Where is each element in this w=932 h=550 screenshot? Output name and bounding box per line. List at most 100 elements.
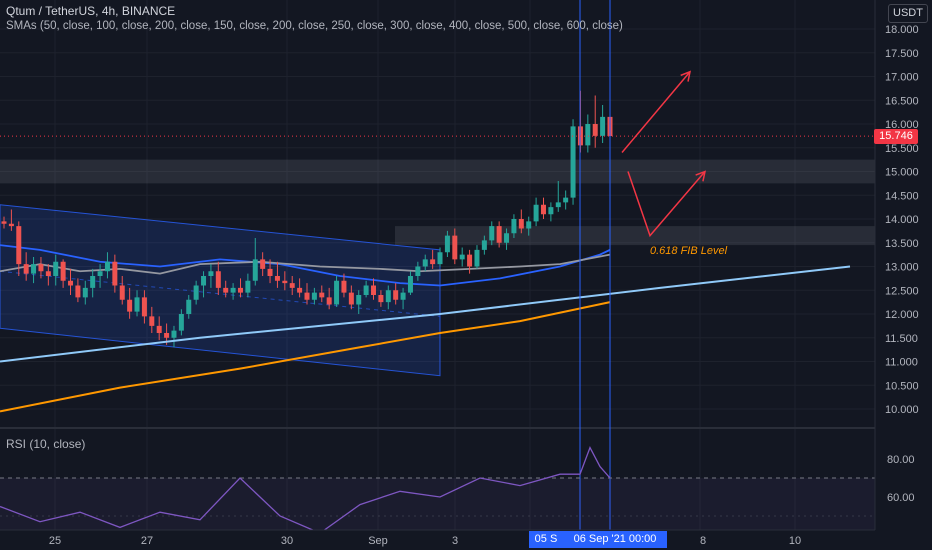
price-tick-label: 10.500	[885, 380, 919, 392]
price-tick-label: 12.000	[885, 309, 919, 321]
candle-body	[533, 204, 539, 222]
candle-body	[511, 219, 517, 234]
rsi-line	[0, 446, 611, 534]
price-tick-label: 16.500	[885, 95, 919, 107]
zone-rect	[395, 226, 875, 246]
price-tick-label: 11.500	[885, 333, 918, 345]
candle-body	[474, 249, 480, 267]
sma-legend: SMAs (50, close, 100, close, 200, close,…	[6, 20, 623, 32]
last-price-badge: 15.746	[874, 129, 918, 144]
candle-body	[341, 280, 347, 293]
date-badge-right: 06 Sep '21 00:00	[563, 531, 667, 548]
candle-body	[164, 333, 170, 338]
candle-body	[223, 287, 229, 293]
arrow-head	[680, 70, 692, 82]
candle-body	[304, 292, 310, 300]
candle-body	[8, 223, 14, 227]
candle-body	[193, 285, 199, 300]
candle-body	[334, 280, 340, 305]
rsi-tick-label: 80.00	[887, 454, 915, 466]
price-tick-label: 18.000	[885, 24, 919, 36]
candle-body	[186, 299, 192, 314]
candle-body	[112, 261, 118, 286]
candle-body	[1, 221, 7, 224]
candle-body	[518, 219, 524, 229]
candle-body	[592, 124, 598, 136]
price-tick-label: 15.000	[885, 167, 919, 179]
sma-blue-line	[0, 244, 611, 287]
price-tick-label: 13.500	[885, 238, 919, 250]
candle-body	[311, 292, 317, 300]
candle-body	[489, 226, 495, 241]
candle-body	[504, 233, 510, 243]
candle-body	[237, 287, 243, 293]
candle-body	[600, 116, 606, 136]
candle-body	[75, 285, 81, 298]
projection-arrow	[627, 171, 706, 238]
candle-body	[319, 292, 325, 298]
candle-body	[68, 280, 74, 286]
sma-orange-line	[0, 301, 611, 413]
candle-body	[481, 240, 487, 250]
candle-body	[585, 124, 591, 146]
zone-rect	[0, 159, 875, 184]
candle-body	[97, 271, 103, 276]
time-tick-label: Sep	[368, 535, 388, 547]
price-tick-label: 14.000	[885, 214, 919, 226]
price-tick-label: 16.000	[885, 119, 919, 131]
candle-body	[356, 295, 362, 305]
sma-lines	[0, 244, 611, 413]
candle-body	[134, 297, 140, 312]
candle-body	[127, 299, 133, 312]
candle-body	[548, 207, 554, 215]
candle-body	[348, 292, 354, 305]
price-tick-label: 15.500	[885, 143, 919, 155]
date-badge-left: 05 S	[529, 531, 563, 548]
candle-body	[289, 283, 295, 288]
candle-body	[385, 290, 391, 303]
currency-selector[interactable]: USDT	[888, 4, 928, 23]
candle-body	[208, 271, 214, 276]
candle-body	[82, 287, 88, 298]
candle-body	[555, 202, 561, 208]
candle-body	[540, 204, 546, 215]
candle-body	[563, 197, 569, 203]
candle-body	[141, 297, 147, 317]
time-tick-label: 30	[281, 535, 293, 547]
candle-body	[119, 285, 125, 300]
rsi-tick-label: 60.00	[887, 492, 915, 504]
arrow-head	[695, 170, 707, 182]
candle-body	[297, 287, 303, 293]
candle-body	[252, 259, 258, 281]
time-tick-label: 3	[452, 535, 458, 547]
candle-body	[363, 285, 369, 295]
candle-body	[570, 126, 576, 198]
candle-body	[60, 261, 66, 281]
projection-arrow	[621, 71, 691, 153]
candle-body	[378, 295, 384, 303]
time-tick-label: 25	[49, 535, 61, 547]
descending-channel[interactable]	[0, 204, 441, 377]
candle-body	[16, 226, 22, 265]
candle-body	[45, 271, 51, 276]
candle-body	[422, 259, 428, 267]
price-axis-bg	[875, 0, 932, 550]
candle-body	[467, 254, 473, 267]
overlay-lines[interactable]: 0.618 FIB Level	[0, 0, 875, 530]
candle-body	[149, 316, 155, 326]
rsi-legend: RSI (10, close)	[6, 437, 86, 451]
candle-body	[371, 285, 377, 295]
time-tick-label: 8	[700, 535, 706, 547]
candle-body	[415, 266, 421, 276]
candle-body	[23, 264, 29, 274]
candle-body	[274, 276, 280, 281]
candle-body	[201, 276, 207, 286]
candle-body	[437, 252, 443, 265]
fib-level-label: 0.618 FIB Level	[650, 245, 728, 257]
channel-body	[0, 204, 441, 377]
channel-midline	[0, 270, 441, 317]
candle-body	[526, 221, 532, 229]
price-tick-label: 12.500	[885, 285, 919, 297]
candle-body	[444, 235, 450, 253]
